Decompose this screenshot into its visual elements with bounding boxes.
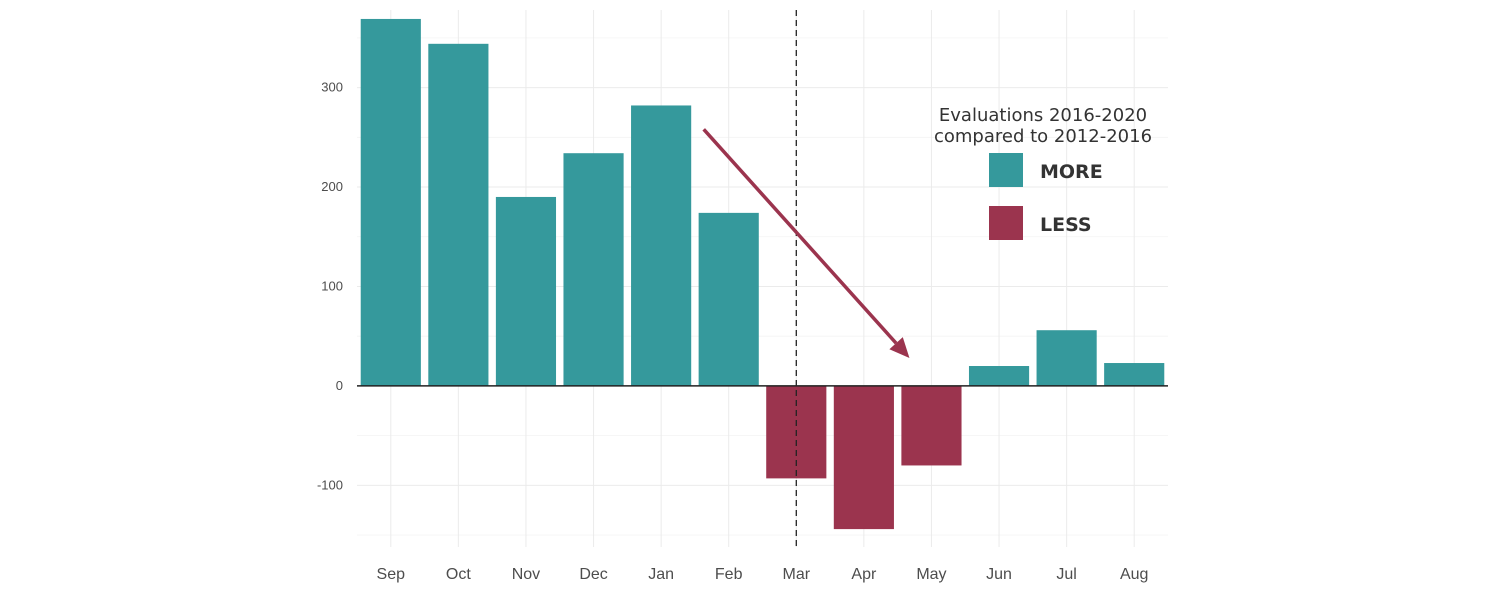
bar-feb	[698, 212, 759, 386]
bar-aug	[1104, 363, 1165, 386]
x-tick-label: Dec	[579, 566, 607, 583]
bar-jun	[968, 366, 1030, 386]
x-tick-label: Aug	[1120, 566, 1148, 583]
x-tick-label: Jul	[1056, 566, 1076, 583]
bar-jan	[631, 105, 692, 386]
trend-arrow	[702, 128, 910, 359]
bar-nov	[495, 196, 557, 386]
legend-swatch-more	[989, 153, 1023, 187]
x-tick-label: May	[916, 566, 946, 583]
bar-sep	[360, 18, 421, 386]
x-tick-label: Nov	[512, 566, 540, 583]
bar-oct	[428, 43, 489, 386]
legend: Evaluations 2016-2020 compared to 2012-2…	[934, 105, 1152, 240]
legend-title-line2: compared to 2012-2016	[934, 126, 1152, 147]
x-tick-label: Jun	[986, 566, 1012, 583]
y-tick-label: 300	[321, 80, 343, 95]
y-tick-label: 200	[321, 179, 343, 194]
y-tick-label: -100	[317, 477, 343, 492]
x-axis-ticks: Sep Oct Nov Dec Jan Feb Mar Apr May Jun Jul Aug	[377, 566, 1149, 583]
y-tick-label: 0	[336, 378, 343, 393]
x-tick-label: Feb	[715, 566, 743, 583]
bar-jul	[1036, 330, 1097, 386]
x-tick-label: Jan	[648, 566, 674, 583]
x-tick-label: Oct	[446, 566, 471, 583]
y-axis-ticks: -100 0 100 200 300	[317, 80, 343, 493]
bar-may	[901, 385, 962, 466]
x-tick-label: Apr	[851, 566, 877, 583]
arrow-shaft	[702, 128, 898, 345]
legend-title-line1: Evaluations 2016-2020	[939, 105, 1147, 126]
bar-apr	[833, 385, 894, 530]
bar-dec	[563, 153, 624, 386]
y-tick-label: 100	[321, 278, 343, 293]
x-tick-label: Mar	[783, 566, 811, 583]
legend-swatch-less	[989, 206, 1023, 240]
arrow-head	[889, 337, 910, 359]
legend-label-less: LESS	[1040, 214, 1092, 236]
x-tick-label: Sep	[377, 566, 406, 583]
legend-label-more: MORE	[1040, 161, 1103, 183]
bars	[360, 18, 1165, 530]
